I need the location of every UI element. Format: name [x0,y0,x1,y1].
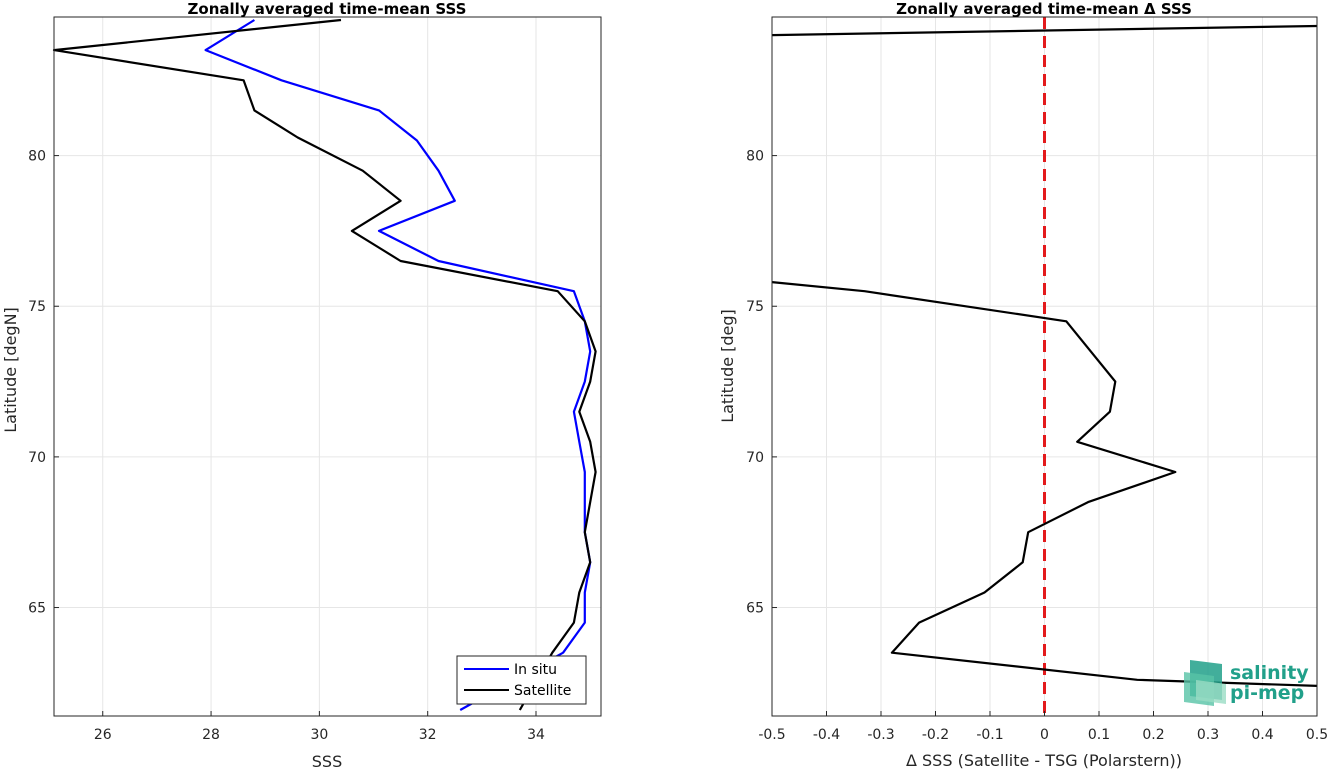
y-tick-label: 75 [28,299,46,315]
x-tick-label: 32 [419,727,437,743]
x-axis-label-right: Δ SSS (Satellite - TSG (Polarstern)) [906,751,1182,769]
y-tick-label: 65 [746,601,764,617]
x-tick-label: -0.1 [976,727,1003,743]
x-ticks-right: -0.5 -0.4 -0.3 -0.2 -0.1 0 0.1 0.2 0.3 0.4 0.5 [758,711,1328,743]
chart-title-right: Zonally averaged time-mean Δ SSS [896,0,1192,18]
x-tick-label: -0.3 [867,727,894,743]
y-axis-label-left: Latitude [degN] [1,307,20,433]
x-tick-label: -0.2 [922,727,949,743]
legend-label-in-situ: In situ [514,662,557,678]
series-left [52,18,597,711]
chart-title-left: Zonally averaged time-mean SSS [188,0,467,18]
series-line-lower [771,281,1318,687]
legend-box [456,655,587,705]
x-axis-label-left: SSS [312,752,342,769]
x-tick-label: 0.5 [1306,727,1328,743]
y-tick-label: 65 [28,601,46,617]
y-ticks-left: 65 70 75 80 [28,149,59,617]
logo-emblem-icon [1184,660,1226,706]
y-tick-label: 70 [746,450,764,466]
x-tick-label: 0.2 [1142,727,1164,743]
legend: In situ Satellite [456,655,587,705]
legend-label-satellite: Satellite [514,683,571,699]
x-tick-label: 0.3 [1197,727,1219,743]
x-tick-label: 26 [94,727,112,743]
x-tick-label: 0 [1040,727,1049,743]
x-tick-label: -0.5 [758,727,785,743]
x-tick-label: 0.1 [1088,727,1110,743]
salinity-pimep-logo: salinity pi-mep [1184,660,1309,706]
axes-box-left [53,16,602,717]
logo-text-line1: salinity [1230,662,1309,684]
y-tick-label: 75 [746,299,764,315]
chart-delta-sss-profile: -0.5 -0.4 -0.3 -0.2 -0.1 0 0.1 0.2 0.3 0.4 0.5 65 7… [718,0,1328,769]
plot-area-left [54,17,601,716]
series-line-satellite [52,18,597,711]
series-line-upper [771,24,1318,37]
y-tick-label: 80 [28,149,46,165]
series-right [771,24,1318,687]
x-tick-label: 0.4 [1251,727,1273,743]
x-tick-label: -0.4 [813,727,840,743]
y-axis-label-right: Latitude [deg] [718,309,737,423]
x-tick-label: 30 [310,727,328,743]
y-ticks-right: 65 70 75 80 [746,149,777,617]
x-tick-label: 34 [527,727,545,743]
chart-sss-profile: 26 28 30 32 34 65 70 75 80 Zonally averaged tim… [1,0,602,769]
x-tick-label: 28 [202,727,220,743]
series-line-in-situ [204,19,592,711]
y-tick-label: 70 [28,450,46,466]
logo-text-line2: pi-mep [1230,682,1304,704]
y-tick-label: 80 [746,149,764,165]
x-ticks-left: 26 28 30 32 34 [94,711,545,743]
grid-left [54,17,601,716]
